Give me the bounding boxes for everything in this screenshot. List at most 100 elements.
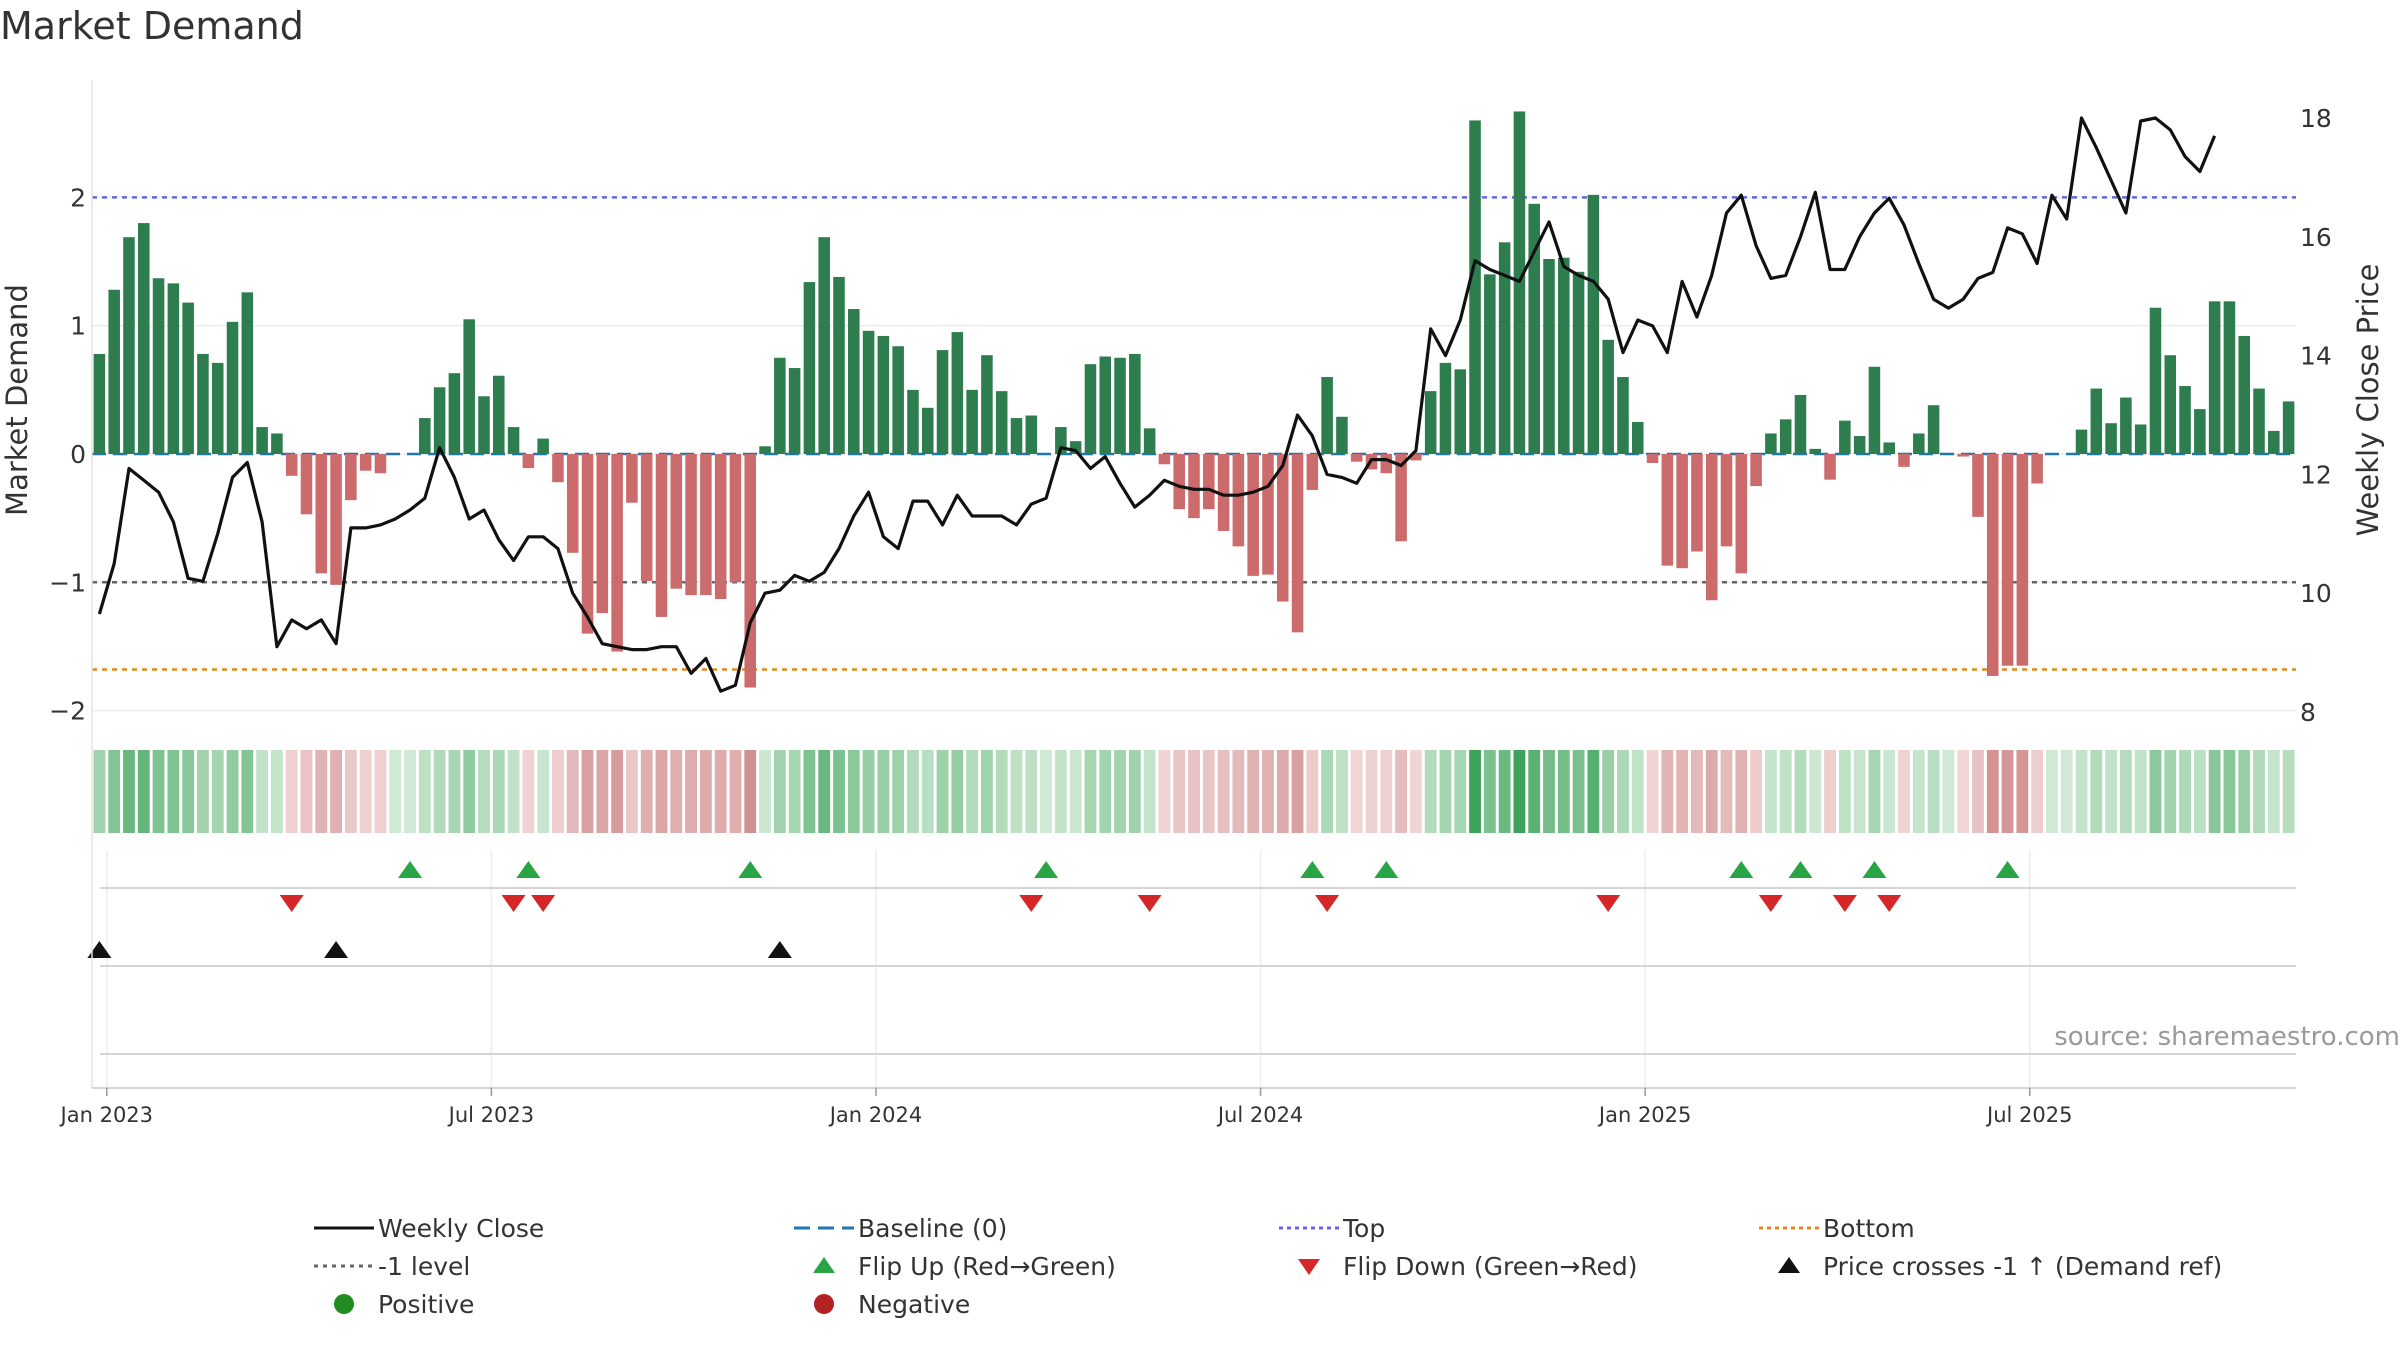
demand-bar-negative xyxy=(626,454,638,503)
heat-cell xyxy=(759,750,771,833)
heat-cell xyxy=(463,750,476,833)
demand-bar-positive xyxy=(2164,355,2177,454)
heat-cell xyxy=(522,750,535,833)
demand-bar-negative xyxy=(700,454,712,596)
heat-cell xyxy=(1824,750,1836,833)
x-tick-label: Jan 2023 xyxy=(59,1103,154,1127)
y2-tick-label: 18 xyxy=(2300,104,2332,133)
demand-bar-negative xyxy=(611,454,623,652)
demand-bar-positive xyxy=(995,391,1008,454)
heat-cell xyxy=(1424,750,1437,833)
heat-cell xyxy=(714,750,727,833)
heat-cell xyxy=(108,750,121,833)
demand-bar-negative xyxy=(1380,454,1393,474)
flip-down-marker xyxy=(1019,895,1044,912)
demand-bar-positive xyxy=(1099,356,1112,454)
legend-swatch xyxy=(310,1286,378,1322)
heat-cell xyxy=(1217,750,1230,833)
heat-cell xyxy=(1587,750,1600,833)
demand-bar-positive xyxy=(966,389,978,454)
legend-label: Flip Down (Green→Red) xyxy=(1343,1251,1638,1281)
heat-cell xyxy=(2090,750,2103,833)
demand-bar-negative xyxy=(1691,454,1703,552)
heat-cell xyxy=(1691,750,1703,833)
heat-cell xyxy=(980,750,993,833)
demand-bar-positive xyxy=(759,446,771,454)
heat-cell xyxy=(93,750,106,833)
demand-bar-negative xyxy=(1735,454,1748,574)
heat-cell xyxy=(685,750,697,833)
heat-cell xyxy=(773,750,786,833)
heat-cell xyxy=(2253,750,2265,833)
demand-bar-negative xyxy=(552,454,564,483)
demand-bar-negative xyxy=(1646,454,1659,463)
heat-cell xyxy=(1779,750,1792,833)
flip-down-marker xyxy=(1758,895,1783,912)
legend-item-positive: Positive xyxy=(310,1286,474,1322)
demand-bar-positive xyxy=(1069,441,1082,454)
heat-cell xyxy=(374,750,387,833)
price-cross-marker xyxy=(767,941,792,958)
legend-label: Negative xyxy=(858,1289,971,1319)
heat-cell xyxy=(1409,750,1422,833)
demand-bar-positive xyxy=(1498,242,1511,454)
heat-cell xyxy=(492,750,505,833)
demand-bar-positive xyxy=(2075,429,2088,454)
heat-cell xyxy=(2075,750,2088,833)
demand-bar-positive xyxy=(1143,428,1156,454)
x-tick-label: Jan 2025 xyxy=(1597,1103,1692,1127)
demand-bar-positive xyxy=(152,278,165,454)
weekly-close-line-layer xyxy=(97,116,2217,693)
demand-bar-negative xyxy=(1158,454,1171,465)
demand-bar-negative xyxy=(1957,454,1969,457)
demand-bar-positive xyxy=(833,276,845,454)
demand-bar-positive xyxy=(803,282,816,454)
demand-bar-negative xyxy=(300,454,313,515)
heat-cell xyxy=(197,750,209,833)
demand-bar-positive xyxy=(419,418,431,454)
legend-label: Baseline (0) xyxy=(858,1213,1008,1243)
heat-cell xyxy=(344,750,357,833)
heat-cell xyxy=(1646,750,1659,833)
legend-swatch xyxy=(1275,1248,1343,1284)
heat-cell xyxy=(1676,750,1689,833)
legend: Weekly Close Baseline (0) Top Bottom -1 … xyxy=(0,1210,2400,1330)
demand-bar-positive xyxy=(2268,430,2280,454)
demand-bar-positive xyxy=(1010,418,1023,454)
flip-down-marker xyxy=(501,895,526,912)
flip-up-marker xyxy=(1995,861,2020,878)
demand-bar-negative xyxy=(1986,454,1999,676)
heat-cell xyxy=(833,750,845,833)
demand-bar-negative xyxy=(359,454,372,471)
heat-cell xyxy=(1306,750,1319,833)
heat-cell xyxy=(404,750,416,833)
heat-cell xyxy=(537,750,550,833)
demand-bar-negative xyxy=(1410,454,1422,461)
y2-tick-label: 8 xyxy=(2300,698,2316,727)
legend-label: Price crosses -1 ↑ (Demand ref) xyxy=(1823,1251,2223,1281)
heat-cell xyxy=(2193,750,2206,833)
heat-cell xyxy=(1276,750,1289,833)
weekly-close-line xyxy=(97,116,2217,693)
heat-cell xyxy=(788,750,801,833)
heat-cell xyxy=(300,750,313,833)
heat-cell xyxy=(552,750,564,833)
demand-bar-negative xyxy=(1972,454,1984,517)
flip-up-marker xyxy=(1034,861,1059,878)
heat-cell xyxy=(1764,750,1777,833)
heat-cell xyxy=(270,750,283,833)
heat-cell xyxy=(1025,750,1038,833)
price-cross-marker xyxy=(324,941,349,958)
legend-item-negative: Negative xyxy=(790,1286,970,1322)
heat-cell xyxy=(1750,750,1763,833)
legend-item-minus1-level: -1 level xyxy=(310,1248,470,1284)
demand-bar-positive xyxy=(493,375,505,454)
heat-cell xyxy=(1099,750,1112,833)
heat-cell xyxy=(1720,750,1733,833)
flip-up-marker xyxy=(1729,861,1754,878)
flip-up-marker xyxy=(738,861,763,878)
demand-bar-positive xyxy=(892,346,904,454)
demand-bar-positive xyxy=(1129,353,1141,454)
demand-bar-negative xyxy=(744,454,757,688)
